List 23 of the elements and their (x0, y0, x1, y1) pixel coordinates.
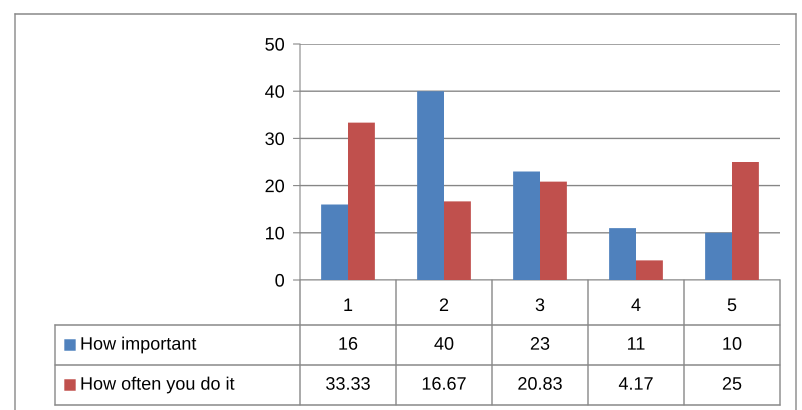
data-label: 10 (723, 337, 742, 350)
data-label: 16.67 (422, 377, 466, 390)
y-tick-label: 50 (265, 38, 284, 51)
y-tick-label: 10 (266, 226, 284, 240)
y-tick-label: 30 (265, 132, 284, 146)
x-tick-label: 2 (440, 298, 448, 311)
legend-label: How important (81, 336, 196, 354)
data-label: 16 (339, 337, 358, 350)
y-tick-label: 40 (265, 85, 284, 98)
data-label: 20.83 (518, 377, 562, 390)
data-label: 23 (530, 337, 550, 350)
data-label: 25 (722, 377, 742, 390)
x-tick-label: 3 (536, 298, 544, 312)
x-tick-label: 4 (631, 298, 640, 311)
data-label: 40 (434, 337, 454, 350)
data-label: 33.33 (326, 377, 370, 390)
y-tick-label: 20 (266, 180, 284, 192)
x-tick-label: 5 (728, 298, 736, 312)
data-label: 4.17 (618, 377, 653, 390)
legend-label: How often you do it (81, 376, 234, 394)
data-label: 11 (628, 337, 644, 350)
y-tick-label: 0 (275, 274, 284, 287)
x-tick-label: 1 (344, 298, 352, 311)
